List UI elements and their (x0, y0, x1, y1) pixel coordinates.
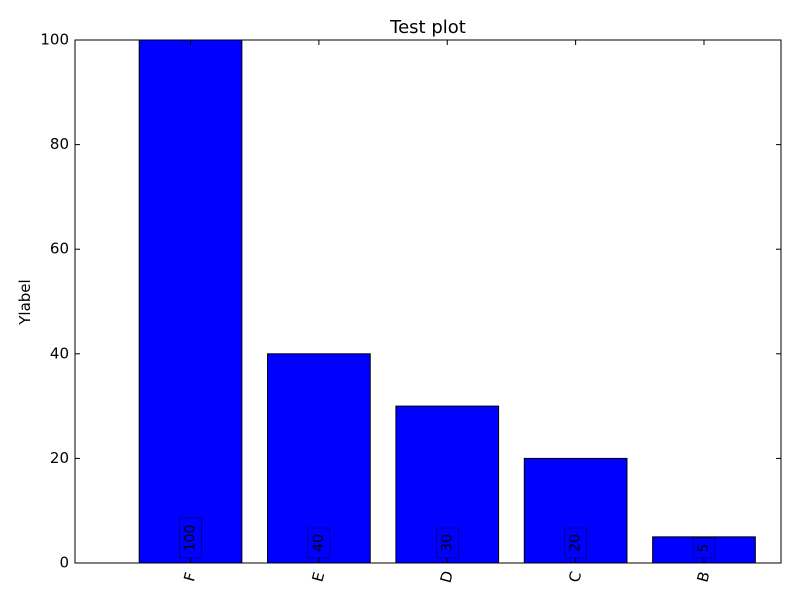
data-label: 20 (568, 534, 584, 552)
data-label: 100 (183, 525, 199, 552)
bars (138, 39, 756, 564)
bar-F (138, 39, 243, 564)
data-label-box (692, 537, 716, 559)
y-tick-label: 40 (50, 344, 69, 362)
data-labels: 100 40 30 20 5 (179, 517, 716, 559)
x-tick-label: D (437, 569, 457, 585)
x-tick-label: E (308, 570, 328, 584)
data-label: 30 (439, 534, 455, 552)
data-label: 5 (696, 544, 712, 553)
plot-frame (74, 39, 782, 564)
chart-title: Test plot (389, 17, 466, 38)
ticks: F E D C B 0 20 40 60 80 100 (40, 31, 781, 585)
data-label-box (179, 517, 202, 559)
y-tick-label: 80 (50, 135, 69, 153)
data-label-box (564, 527, 587, 559)
y-tick-label: 0 (59, 554, 69, 572)
data-label-box (436, 527, 459, 559)
data-label: 40 (311, 534, 327, 552)
y-tick-label: 20 (50, 449, 69, 467)
y-axis-label: Ylabel (16, 279, 34, 325)
y-tick-label: 100 (40, 31, 69, 49)
x-tick-label: B (693, 570, 713, 585)
bar-E (267, 353, 371, 564)
bar-D (395, 405, 500, 564)
x-tick-label: C (565, 569, 585, 584)
bar-C (523, 457, 628, 564)
data-label-box (307, 527, 331, 559)
x-tick-label: F (180, 570, 200, 583)
y-tick-label: 60 (50, 240, 69, 258)
